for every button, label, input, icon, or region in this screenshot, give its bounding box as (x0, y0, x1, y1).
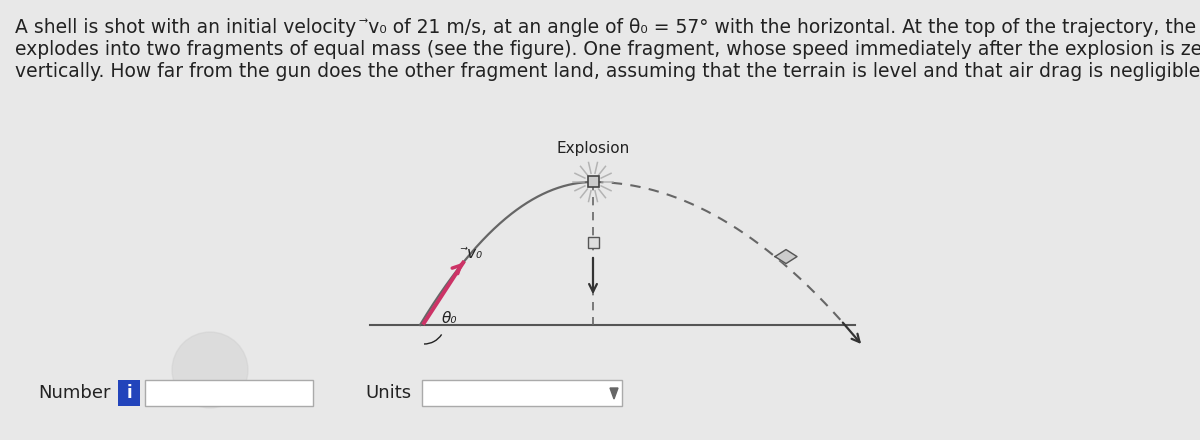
Text: Explosion: Explosion (557, 141, 630, 156)
Text: A shell is shot with an initial velocity  ⃗v₀ of 21 m/s, at an angle of θ₀ = 57°: A shell is shot with an initial velocity… (14, 18, 1200, 37)
Text: Units: Units (365, 384, 412, 402)
Text: explodes into two fragments of equal mass (see the figure). One fragment, whose : explodes into two fragments of equal mas… (14, 40, 1200, 59)
Bar (588, 176, 599, 187)
Text: i: i (126, 384, 132, 402)
Polygon shape (775, 249, 797, 264)
Text: vertically. How far from the gun does the other fragment land, assuming that the: vertically. How far from the gun does th… (14, 62, 1200, 81)
Bar (588, 237, 599, 248)
FancyBboxPatch shape (118, 380, 140, 406)
Text: Number: Number (38, 384, 110, 402)
Polygon shape (610, 388, 618, 399)
Text: θ₀: θ₀ (442, 311, 457, 326)
Circle shape (172, 332, 248, 408)
FancyBboxPatch shape (145, 380, 313, 406)
FancyBboxPatch shape (422, 380, 622, 406)
Text: ⃗v₀: ⃗v₀ (467, 246, 482, 260)
